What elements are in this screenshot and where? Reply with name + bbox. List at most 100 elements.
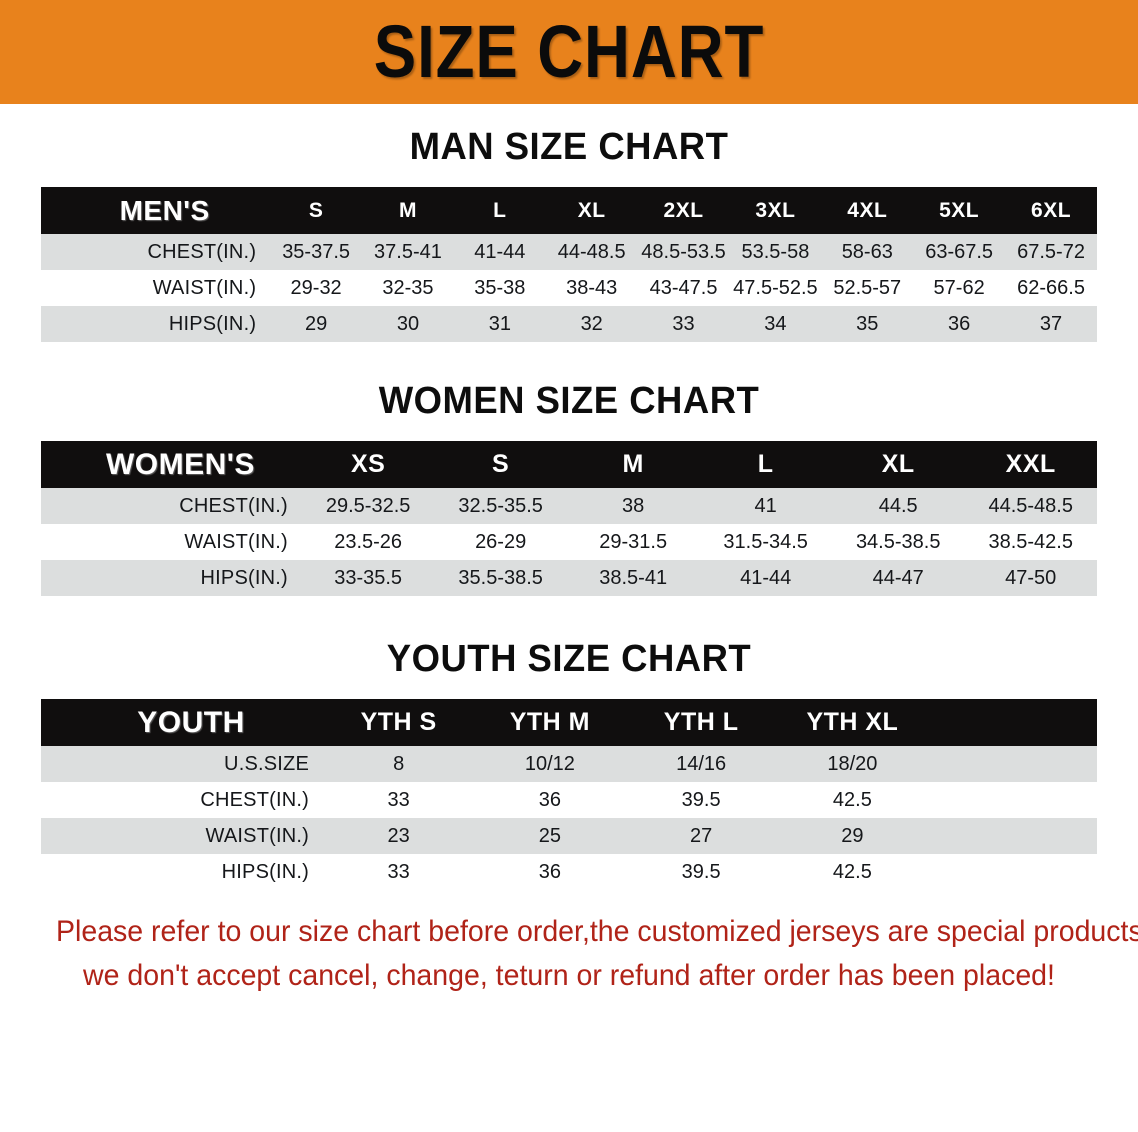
women-col-header-2: M [622, 450, 644, 478]
women-table-body: CHEST(IN.) 29.5-32.5 32.5-35.5 38 41 44.… [41, 488, 1097, 596]
man-col-header-7: 5XL [939, 198, 980, 222]
youth-cell-3-0: 33 [323, 854, 475, 890]
women-header-row: WOMEN'S XS S M L XL XXL [41, 441, 1097, 488]
women-cell-1-2: 29-31.5 [566, 524, 700, 560]
women-cell-1-0: 23.5-26 [301, 524, 435, 560]
man-cell-0-2: 41-44 [453, 234, 546, 270]
man-size-table: MEN'S S M L XL 2XL 3XL 4XL 5XL 6XL CHEST… [41, 187, 1097, 342]
man-cell-1-3: 38-43 [545, 270, 638, 306]
women-row-label-0: CHEST(IN.) [41, 488, 302, 524]
youth-cell-1-3: 42.5 [776, 782, 929, 818]
man-col-header-8: 6XL [1031, 198, 1072, 222]
women-lead-header: WOMEN'S [105, 447, 255, 481]
youth-cell-0-1: 10/12 [474, 746, 626, 782]
youth-cell-1-spacer [928, 782, 1097, 818]
page-title: SIZE CHART [373, 10, 765, 93]
women-col-header-3: L [757, 450, 774, 478]
youth-cell-3-spacer [928, 854, 1097, 890]
women-cell-2-3: 41-44 [699, 560, 832, 596]
women-section-title: WOMEN SIZE CHART [378, 380, 760, 422]
youth-row-label-2: WAIST(IN.) [41, 818, 323, 854]
youth-table-wrap: YOUTH YTH S YTH M YTH L YTH XL U.S.SIZE … [41, 699, 1097, 890]
youth-col-header-3: YTH XL [806, 708, 899, 736]
youth-section-title: YOUTH SIZE CHART [386, 638, 752, 680]
youth-table-head: YOUTH YTH S YTH M YTH L YTH XL [41, 699, 1097, 746]
man-cell-2-1: 30 [362, 306, 454, 342]
man-cell-0-4: 48.5-53.5 [637, 234, 730, 270]
man-cell-0-5: 53.5-58 [729, 234, 822, 270]
table-row: U.S.SIZE 8 10/12 14/16 18/20 [41, 746, 1097, 782]
youth-cell-0-spacer [928, 746, 1097, 782]
table-row: HIPS(IN.) 29 30 31 32 33 34 35 36 37 [41, 306, 1097, 342]
table-row: HIPS(IN.) 33 36 39.5 42.5 [41, 854, 1097, 890]
man-table-head: MEN'S S M L XL 2XL 3XL 4XL 5XL 6XL [41, 187, 1097, 234]
man-col-header-4: 2XL [663, 198, 704, 222]
man-lead-header: MEN'S [119, 194, 210, 226]
women-row-label-2: HIPS(IN.) [41, 560, 302, 596]
man-table-body: CHEST(IN.) 35-37.5 37.5-41 41-44 44-48.5… [41, 234, 1097, 342]
women-col-header-1: S [492, 450, 510, 478]
man-cell-1-6: 52.5-57 [821, 270, 914, 306]
youth-cell-3-1: 36 [474, 854, 626, 890]
youth-table-body: U.S.SIZE 8 10/12 14/16 18/20 CHEST(IN.) … [41, 746, 1097, 890]
man-col-header-6: 4XL [847, 198, 888, 222]
man-header-row: MEN'S S M L XL 2XL 3XL 4XL 5XL 6XL [41, 187, 1097, 234]
women-size-table: WOMEN'S XS S M L XL XXL CHEST(IN.) 29.5-… [41, 441, 1097, 596]
youth-header-row: YOUTH YTH S YTH M YTH L YTH XL [41, 699, 1097, 746]
women-cell-1-3: 31.5-34.5 [699, 524, 832, 560]
table-row: CHEST(IN.) 35-37.5 37.5-41 41-44 44-48.5… [41, 234, 1097, 270]
youth-cell-2-3: 29 [776, 818, 929, 854]
women-cell-2-1: 35.5-38.5 [434, 560, 567, 596]
youth-cell-2-1: 25 [474, 818, 626, 854]
man-cell-1-2: 35-38 [453, 270, 546, 306]
youth-lead-header: YOUTH [137, 705, 245, 739]
women-table-wrap: WOMEN'S XS S M L XL XXL CHEST(IN.) 29.5-… [41, 441, 1097, 596]
women-cell-2-0: 33-35.5 [301, 560, 435, 596]
man-col-header-2: L [493, 198, 507, 222]
youth-cell-2-spacer [928, 818, 1097, 854]
man-cell-2-0: 29 [270, 306, 363, 342]
youth-cell-2-0: 23 [323, 818, 475, 854]
table-row: WAIST(IN.) 23 25 27 29 [41, 818, 1097, 854]
youth-col-header-0: YTH S [360, 708, 437, 736]
man-cell-0-1: 37.5-41 [362, 234, 454, 270]
table-row: HIPS(IN.) 33-35.5 35.5-38.5 38.5-41 41-4… [41, 560, 1097, 596]
man-cell-0-0: 35-37.5 [270, 234, 363, 270]
women-col-header-4: XL [881, 450, 915, 478]
table-row: WAIST(IN.) 23.5-26 26-29 29-31.5 31.5-34… [41, 524, 1097, 560]
man-cell-2-8: 37 [1005, 306, 1097, 342]
women-col-header-5: XXL [1005, 450, 1056, 478]
youth-size-table: YOUTH YTH S YTH M YTH L YTH XL U.S.SIZE … [41, 699, 1097, 890]
women-cell-0-1: 32.5-35.5 [434, 488, 567, 524]
man-cell-0-7: 63-67.5 [913, 234, 1006, 270]
man-row-label-0: CHEST(IN.) [41, 234, 271, 270]
youth-row-label-3: HIPS(IN.) [41, 854, 323, 890]
man-cell-1-4: 43-47.5 [637, 270, 730, 306]
man-cell-1-0: 29-32 [270, 270, 363, 306]
women-cell-0-2: 38 [566, 488, 700, 524]
youth-row-label-0: U.S.SIZE [41, 746, 323, 782]
man-cell-1-8: 62-66.5 [1005, 270, 1097, 306]
footer-line-1: Please refer to our size chart before or… [56, 915, 1138, 948]
women-cell-0-4: 44.5 [831, 488, 965, 524]
man-cell-0-8: 67.5-72 [1005, 234, 1097, 270]
youth-cell-3-3: 42.5 [776, 854, 929, 890]
youth-cell-2-2: 27 [625, 818, 777, 854]
youth-cell-0-3: 18/20 [776, 746, 929, 782]
women-cell-0-0: 29.5-32.5 [301, 488, 435, 524]
man-table-wrap: MEN'S S M L XL 2XL 3XL 4XL 5XL 6XL CHEST… [41, 187, 1097, 342]
women-table-head: WOMEN'S XS S M L XL XXL [41, 441, 1097, 488]
man-cell-2-2: 31 [453, 306, 546, 342]
footer-line-2: we don't accept cancel, change, teturn o… [83, 959, 1055, 992]
women-cell-2-5: 47-50 [964, 560, 1097, 596]
man-col-header-5: 3XL [755, 198, 796, 222]
youth-cell-0-0: 8 [323, 746, 475, 782]
man-cell-2-3: 32 [545, 306, 638, 342]
table-row: CHEST(IN.) 29.5-32.5 32.5-35.5 38 41 44.… [41, 488, 1097, 524]
man-cell-2-4: 33 [637, 306, 730, 342]
women-col-header-0: XS [350, 450, 386, 478]
youth-col-header-2: YTH L [663, 708, 739, 736]
women-row-label-1: WAIST(IN.) [41, 524, 302, 560]
header-banner: SIZE CHART [0, 0, 1138, 104]
